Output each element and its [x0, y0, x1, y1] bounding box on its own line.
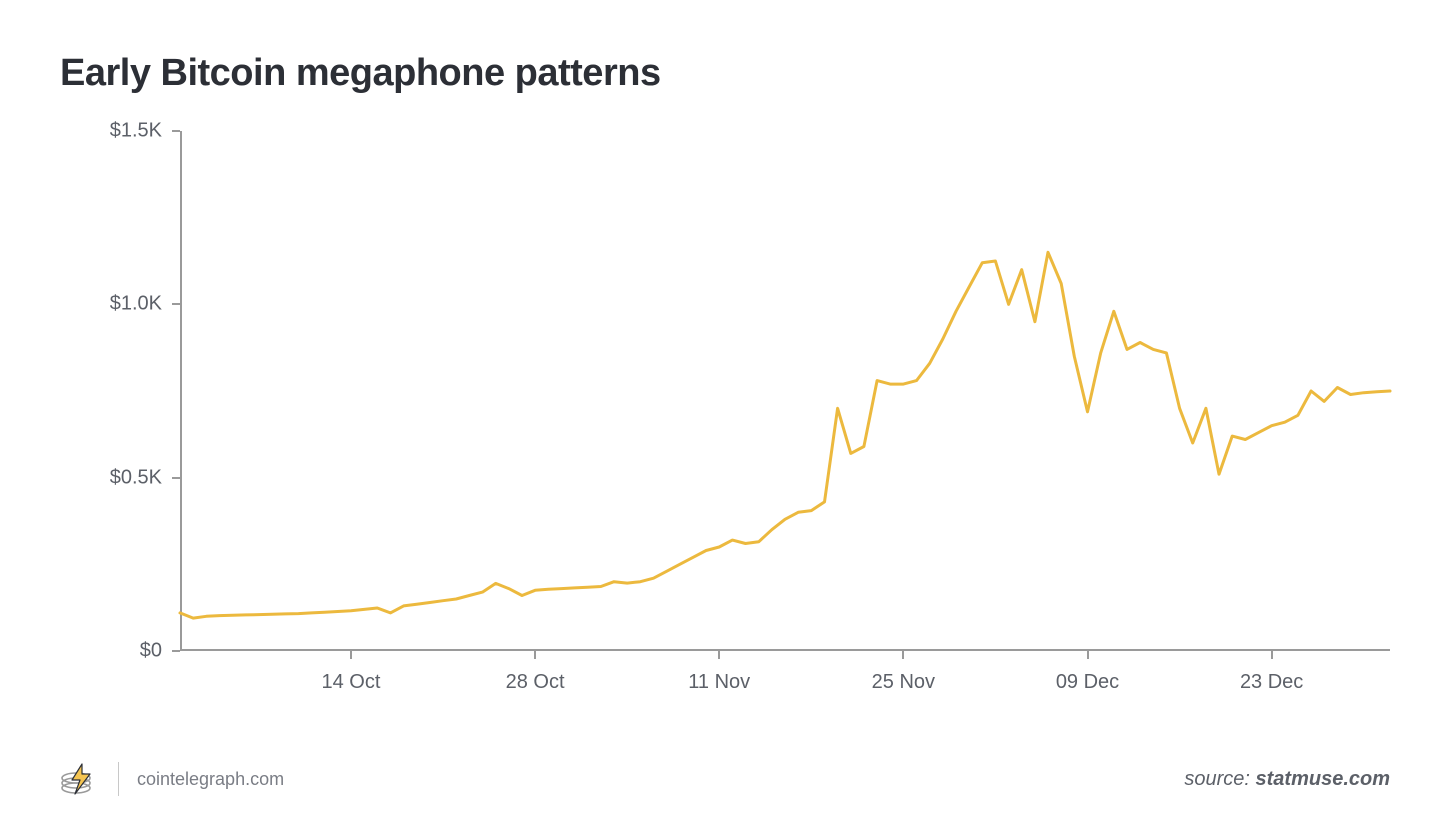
- price-line: [180, 131, 1390, 651]
- y-tick-mark: [172, 130, 180, 132]
- source-prefix: source:: [1184, 768, 1255, 790]
- chart-title: Early Bitcoin megaphone patterns: [60, 52, 1390, 95]
- y-tick-label: $0.5K: [62, 466, 162, 489]
- source-domain: statmuse.com: [1256, 768, 1391, 790]
- y-tick-mark: [172, 650, 180, 652]
- y-tick-label: $1.0K: [62, 293, 162, 316]
- chart-card: Early Bitcoin megaphone patterns $0$0.5K…: [0, 0, 1450, 834]
- x-tick-mark: [1087, 651, 1089, 659]
- footer-site-label: cointelegraph.com: [137, 769, 284, 790]
- x-tick-mark: [1271, 651, 1273, 659]
- plot-region: $0$0.5K$1.0K$1.5K14 Oct28 Oct11 Nov25 No…: [180, 131, 1390, 651]
- x-tick-mark: [350, 651, 352, 659]
- x-tick-label: 14 Oct: [281, 671, 421, 694]
- x-tick-label: 23 Dec: [1202, 671, 1342, 694]
- chart-area: $0$0.5K$1.0K$1.5K14 Oct28 Oct11 Nov25 No…: [60, 131, 1390, 746]
- x-tick-mark: [902, 651, 904, 659]
- footer-divider: [118, 762, 119, 796]
- x-tick-label: 09 Dec: [1018, 671, 1158, 694]
- x-tick-label: 25 Nov: [833, 671, 973, 694]
- x-tick-mark: [718, 651, 720, 659]
- chart-footer: cointelegraph.com source: statmuse.com: [60, 754, 1390, 804]
- y-tick-mark: [172, 477, 180, 479]
- x-tick-label: 11 Nov: [649, 671, 789, 694]
- x-tick-mark: [534, 651, 536, 659]
- y-tick-label: $1.5K: [62, 120, 162, 143]
- y-tick-mark: [172, 303, 180, 305]
- x-tick-label: 28 Oct: [465, 671, 605, 694]
- cointelegraph-logo-icon: [60, 762, 100, 796]
- footer-left: cointelegraph.com: [60, 762, 284, 796]
- footer-source: source: statmuse.com: [1184, 768, 1390, 791]
- y-tick-label: $0: [62, 640, 162, 663]
